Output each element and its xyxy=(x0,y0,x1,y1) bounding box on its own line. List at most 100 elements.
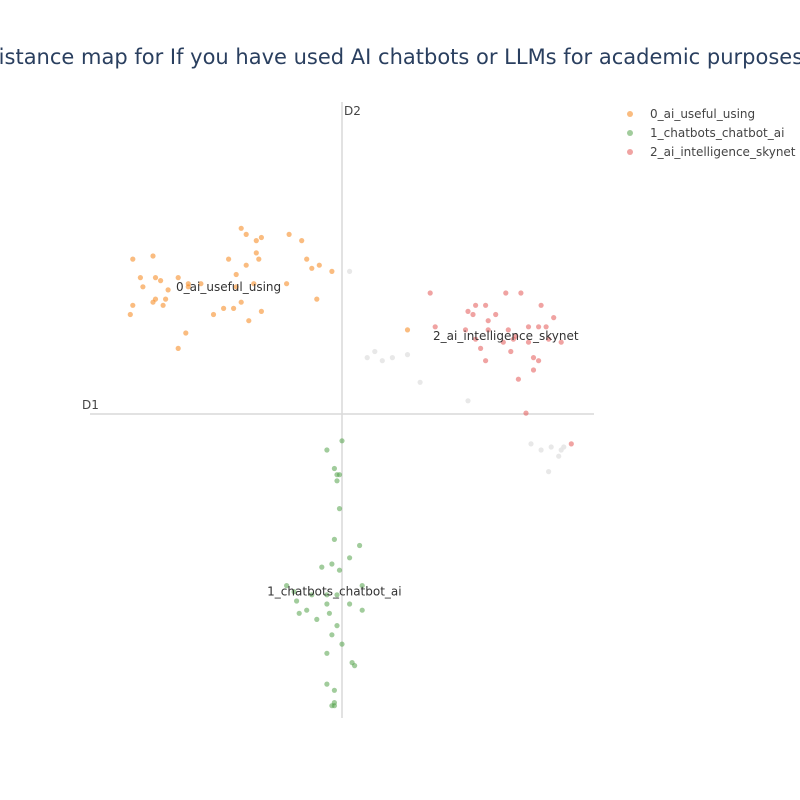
topic-2-point xyxy=(525,324,532,330)
topic-2-point xyxy=(546,336,552,342)
topic-1-point xyxy=(296,610,302,616)
unassigned-point xyxy=(546,469,552,475)
topic-0-point xyxy=(284,281,290,287)
topic-0-point xyxy=(256,256,262,262)
legend: 0_ai_useful_using 1_chatbots_chatbot_ai 2_… xyxy=(627,107,796,159)
topic-2-point xyxy=(518,290,524,296)
topic-0-point xyxy=(163,296,169,302)
topic-2-point xyxy=(470,311,476,318)
topic-0-point xyxy=(253,250,259,256)
topic-0-point xyxy=(158,278,164,284)
topic-2-point xyxy=(536,324,542,330)
topic-0-point xyxy=(251,281,257,287)
unassigned-point xyxy=(364,355,370,361)
topic-1-point xyxy=(339,641,345,647)
legend-marker-topic-1 xyxy=(627,130,633,136)
topic-0-point xyxy=(130,256,136,262)
topic-1-point xyxy=(347,601,353,607)
topic-0-point xyxy=(185,284,191,290)
unassigned-point xyxy=(548,444,554,450)
topic-2-point xyxy=(505,327,511,333)
topic-2-point xyxy=(483,302,489,308)
topic-1-point xyxy=(324,650,330,656)
topic-0-point xyxy=(210,311,217,318)
topic-0-point xyxy=(221,305,227,311)
unassigned-point xyxy=(379,358,385,364)
topic-0-point xyxy=(238,299,244,305)
topic-0-point xyxy=(329,268,335,274)
topic-2-point xyxy=(485,318,491,324)
topic-1-point xyxy=(304,607,310,613)
topic-1-point xyxy=(352,663,358,669)
unassigned-point xyxy=(372,348,378,355)
topic-2-point xyxy=(503,290,509,296)
topic-1-point xyxy=(314,616,320,623)
topic-0-point xyxy=(233,284,239,290)
topic-1-point xyxy=(329,632,335,638)
topic-1-point xyxy=(309,592,315,598)
topic-0-point xyxy=(304,256,310,262)
points-layer xyxy=(127,225,574,709)
topic-1-point xyxy=(359,583,365,589)
topic-1-point xyxy=(294,598,300,604)
legend-marker-topic-0 xyxy=(627,111,633,117)
axes: D1 D2 xyxy=(82,102,594,718)
unassigned-point xyxy=(347,268,353,274)
topic-0-point xyxy=(130,302,136,308)
legend-item-topic-2[interactable]: 2_ai_intelligence_skynet xyxy=(627,145,796,159)
legend-marker-topic-2 xyxy=(627,149,633,155)
topic-1-point xyxy=(339,438,345,444)
legend-item-topic-1[interactable]: 1_chatbots_chatbot_ai xyxy=(627,126,784,140)
topic-0-point xyxy=(314,296,320,302)
topic-0-point xyxy=(309,265,315,271)
legend-label-topic-0: 0_ai_useful_using xyxy=(650,107,755,121)
unassigned-point xyxy=(417,379,423,385)
topic-0-point xyxy=(183,330,189,336)
topic-1-point xyxy=(324,681,330,687)
topic-0-point xyxy=(246,318,252,324)
topic-0-point xyxy=(152,275,159,281)
unassigned-point xyxy=(561,444,567,450)
chart-title: Intertopic distance map for If you have … xyxy=(0,45,800,69)
topic-2-point xyxy=(510,336,516,342)
topic-0-point xyxy=(231,305,237,311)
topic-2-point xyxy=(543,324,549,330)
topic-0-point xyxy=(258,308,264,314)
topic-2-point xyxy=(473,302,479,308)
unassigned-point xyxy=(538,447,544,453)
y-axis-label: D2 xyxy=(344,104,361,118)
topic-1-point xyxy=(324,592,330,598)
topic-2-point xyxy=(483,358,489,364)
topic-1-point xyxy=(357,542,363,549)
topic-1-point xyxy=(324,447,330,453)
unassigned-point xyxy=(404,352,411,358)
topic-2-point xyxy=(530,367,537,373)
cluster-label-topic-2: 2_ai_intelligence_skynet xyxy=(433,329,579,343)
topic-0-point xyxy=(404,327,411,333)
topic-1-point xyxy=(331,465,337,472)
topic-2-point xyxy=(525,339,532,345)
topic-1-point xyxy=(329,561,335,567)
topic-2-point xyxy=(478,345,484,351)
topic-0-point xyxy=(198,281,204,287)
topic-0-point xyxy=(137,275,143,281)
topic-2-point xyxy=(515,376,522,382)
topic-2-point xyxy=(538,302,544,308)
topic-2-point xyxy=(500,339,506,345)
topic-1-point xyxy=(284,583,290,589)
topic-0-point xyxy=(233,271,239,278)
topic-1-point xyxy=(329,703,335,709)
topic-2-point xyxy=(508,348,514,355)
topic-0-point xyxy=(226,256,232,262)
topic-2-point xyxy=(568,441,574,447)
topic-2-point xyxy=(485,327,491,333)
unassigned-point xyxy=(465,398,471,404)
topic-1-point xyxy=(336,567,343,573)
topic-1-point xyxy=(331,687,337,693)
legend-item-topic-0[interactable]: 0_ai_useful_using xyxy=(627,107,755,121)
topic-0-point xyxy=(127,311,133,318)
legend-label-topic-2: 2_ai_intelligence_skynet xyxy=(650,145,796,159)
topic-1-point xyxy=(359,607,365,613)
cluster-label-topic-0: 0_ai_useful_using xyxy=(176,280,281,294)
topic-1-point xyxy=(334,592,340,598)
